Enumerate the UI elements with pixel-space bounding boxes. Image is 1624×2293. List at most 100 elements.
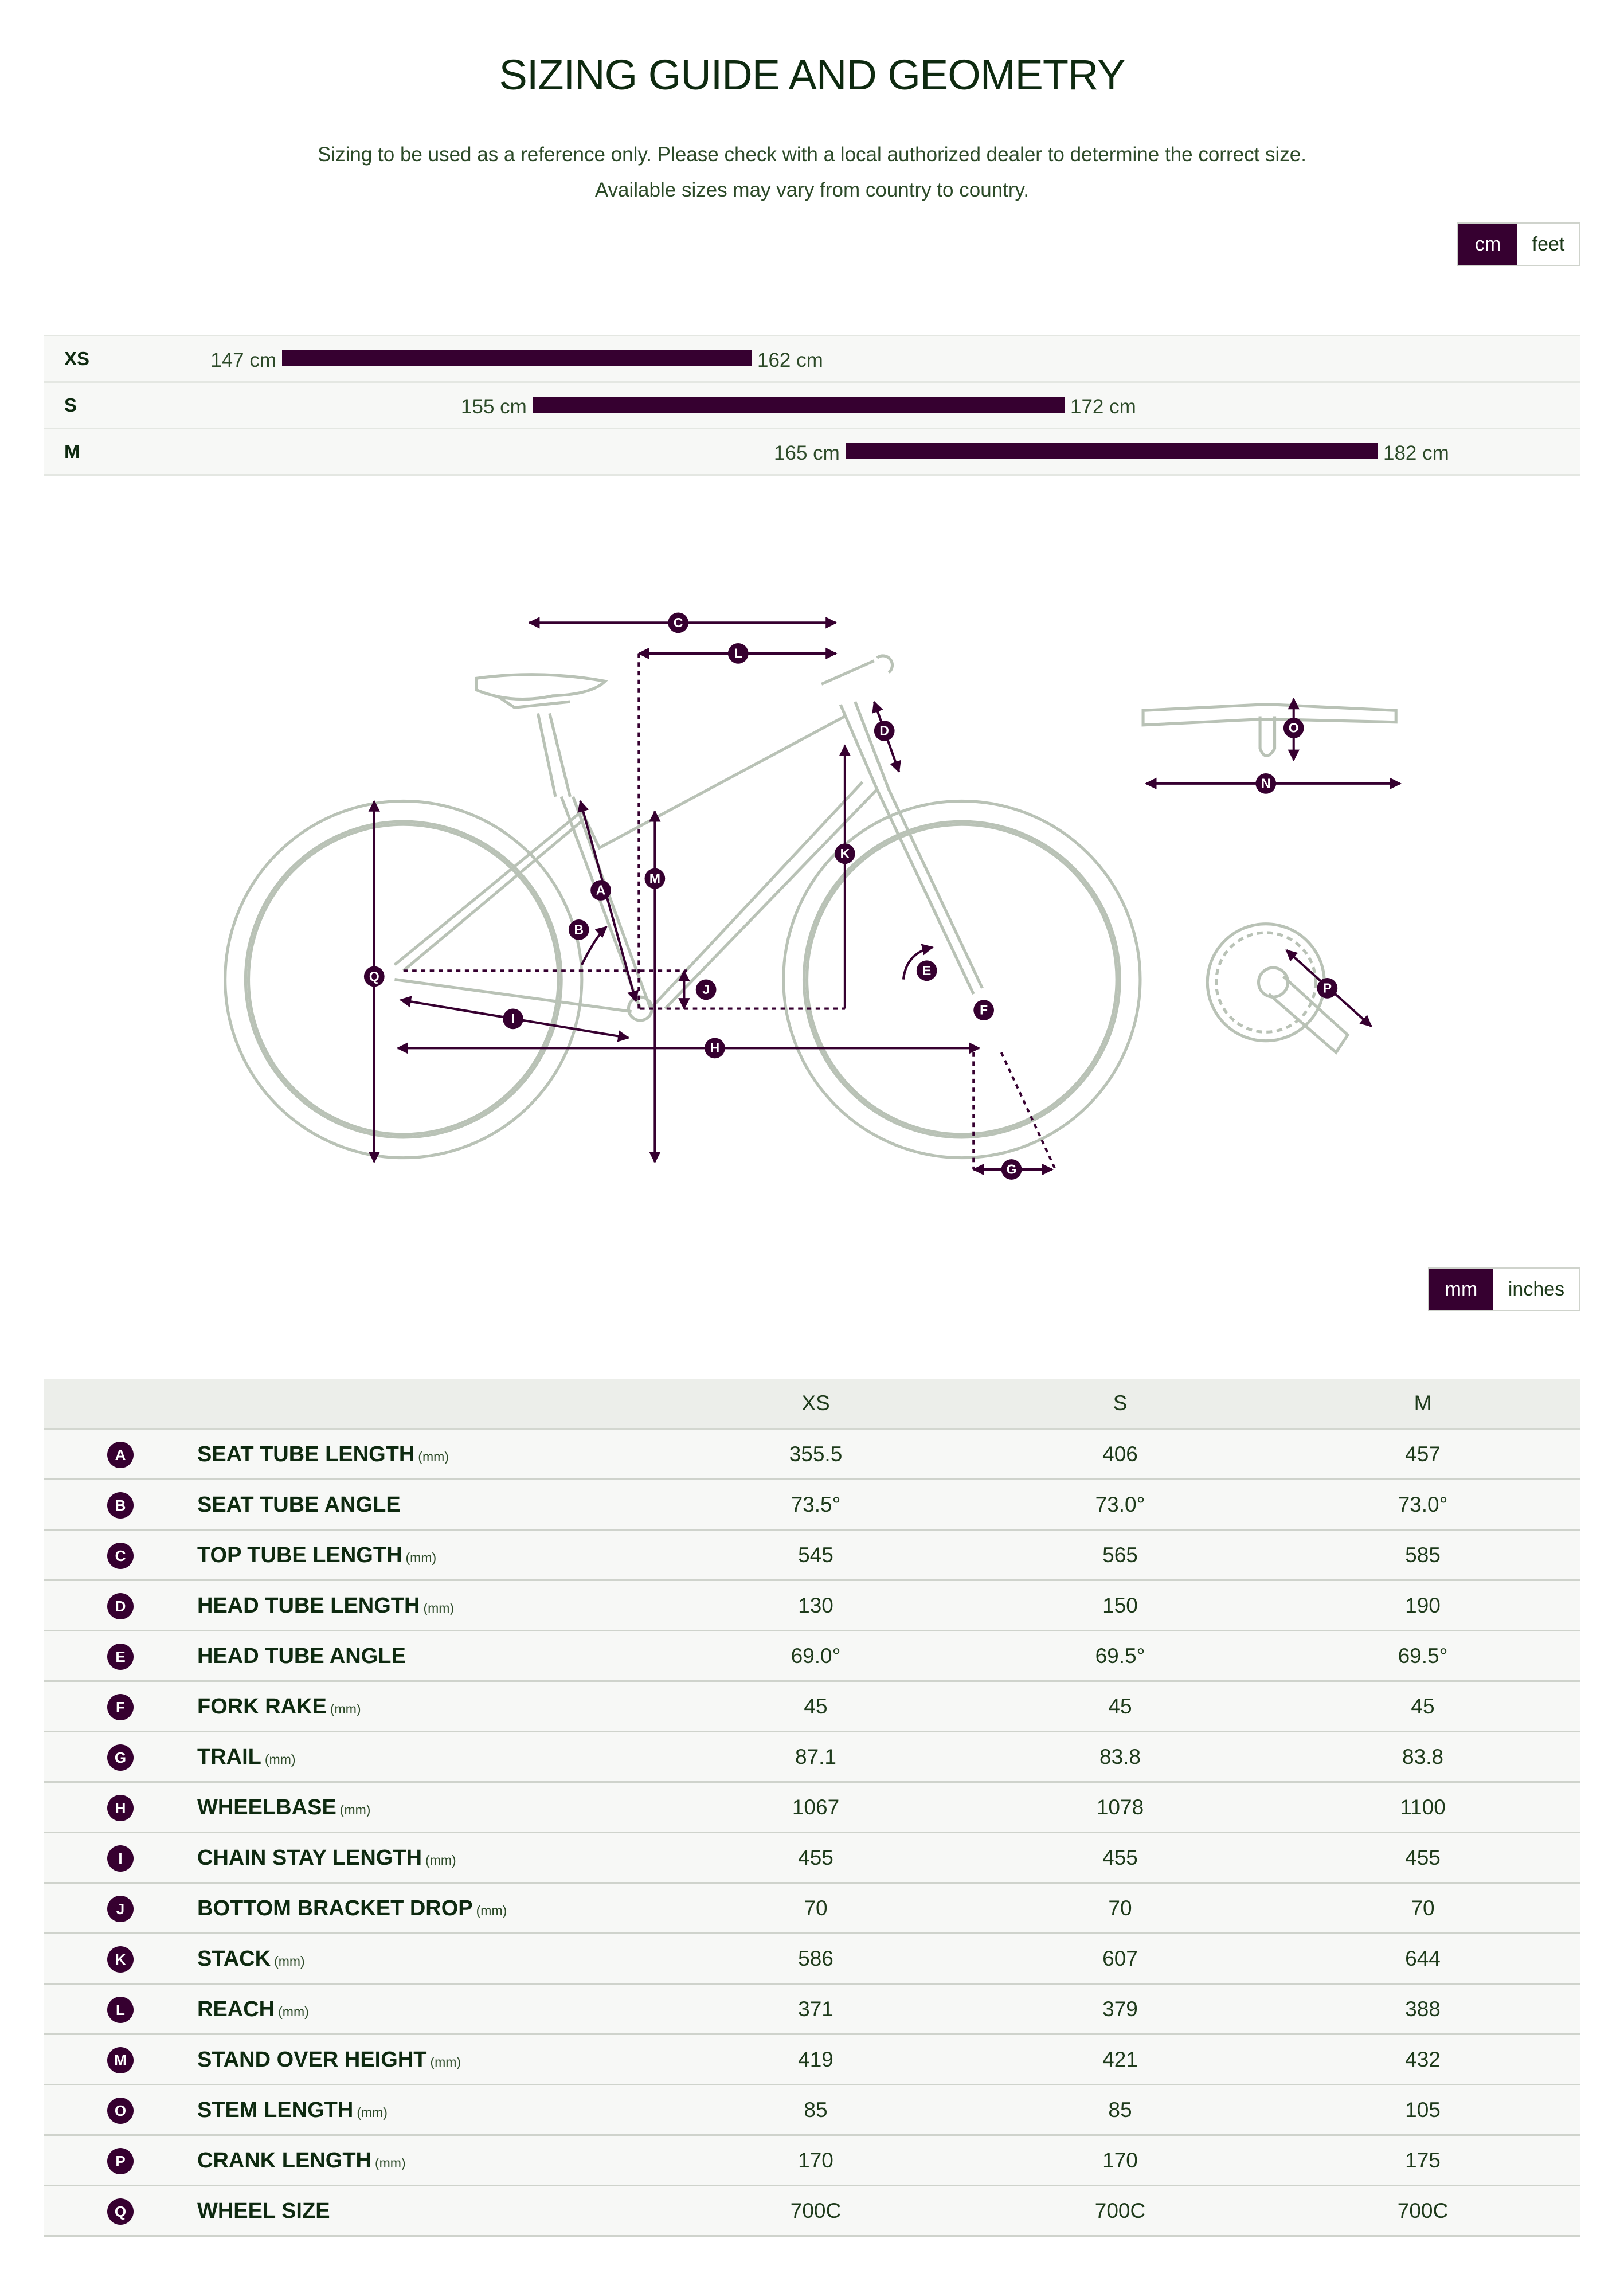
geometry-table: XS S M A SEAT TUBE LENGTH (mm) 355.5 406 457… bbox=[44, 1379, 1580, 2237]
table-row: M STAND OVER HEIGHT (mm) 419 421 432 bbox=[44, 2035, 1580, 2085]
svg-text:K: K bbox=[840, 846, 850, 861]
letter-badge: D bbox=[107, 1593, 134, 1619]
cell-value: 406 bbox=[1102, 1442, 1138, 1466]
cell-value: 379 bbox=[1102, 1997, 1138, 2021]
letter-badge: F bbox=[107, 1694, 134, 1720]
badge-h: H bbox=[705, 1038, 725, 1059]
unit-mm-button[interactable]: mm bbox=[1429, 1269, 1493, 1310]
measurement-label: WHEELBASE bbox=[197, 1795, 336, 1819]
measurement-name: STEM LENGTH (mm) bbox=[197, 2098, 388, 2123]
measurement-label: FORK RAKE bbox=[197, 1695, 327, 1719]
size-label: XS bbox=[64, 348, 90, 369]
letter-badge: I bbox=[107, 1845, 134, 1872]
measurement-name: HEAD TUBE LENGTH (mm) bbox=[197, 1594, 454, 1618]
badge-o: O bbox=[1283, 718, 1304, 738]
unit-inches-button[interactable]: inches bbox=[1493, 1269, 1579, 1310]
badge-a: A bbox=[590, 880, 611, 901]
cell-value: 421 bbox=[1102, 2048, 1138, 2071]
svg-text:C: C bbox=[674, 615, 683, 630]
badge-d: D bbox=[874, 721, 895, 741]
cell-value: 170 bbox=[1102, 2149, 1138, 2172]
measurement-label: CHAIN STAY LENGTH bbox=[197, 1846, 422, 1870]
letter-badge: J bbox=[107, 1896, 134, 1922]
badge-n: N bbox=[1255, 773, 1277, 794]
cell-value: 355.5 bbox=[789, 1442, 843, 1466]
size-row-xs: XS 147 cm 162 cm bbox=[44, 336, 1580, 383]
cell-value: 73.5° bbox=[791, 1493, 841, 1516]
table-row: A SEAT TUBE LENGTH (mm) 355.5 406 457 bbox=[44, 1430, 1580, 1480]
svg-text:E: E bbox=[922, 963, 931, 978]
availability-text: Available sizes may vary from country to… bbox=[594, 179, 1030, 201]
badge-b: B bbox=[568, 919, 589, 940]
measurement-name: WHEELBASE (mm) bbox=[197, 1795, 370, 1820]
unit-feet-button[interactable]: feet bbox=[1517, 224, 1579, 265]
svg-text:M: M bbox=[649, 871, 660, 886]
svg-text:P: P bbox=[1323, 980, 1332, 995]
svg-text:Q: Q bbox=[369, 969, 379, 984]
measurement-name: FORK RAKE (mm) bbox=[197, 1695, 361, 1719]
measurement-name: CHAIN STAY LENGTH (mm) bbox=[197, 1846, 456, 1871]
cell-value: 586 bbox=[798, 1947, 833, 1970]
min-height: 147 cm bbox=[210, 349, 276, 371]
letter-badge: P bbox=[107, 2148, 134, 2174]
letter-badge: O bbox=[107, 2098, 134, 2124]
table-row: L REACH (mm) 371 379 388 bbox=[44, 1985, 1580, 2035]
cell-value: 69.0° bbox=[791, 1644, 841, 1668]
cell-value: 700C bbox=[1094, 2199, 1146, 2222]
badge-i: I bbox=[503, 1008, 523, 1030]
measurement-label: SEAT TUBE ANGLE bbox=[197, 1493, 401, 1517]
letter-badge: K bbox=[107, 1946, 134, 1973]
svg-text:G: G bbox=[1007, 1162, 1017, 1177]
size-chart: XS 147 cm 162 cm S 155 cm 172 cm M 165 c… bbox=[44, 335, 1580, 476]
cell-value: 700C bbox=[1397, 2199, 1449, 2222]
table-row: Q WHEEL SIZE 700C 700C 700C bbox=[44, 2186, 1580, 2237]
max-height: 162 cm bbox=[757, 349, 823, 371]
badge-q: Q bbox=[363, 966, 385, 987]
cell-value: 190 bbox=[1405, 1594, 1441, 1617]
measurement-unit: (mm) bbox=[405, 1550, 437, 1565]
letter-badge: M bbox=[107, 2047, 134, 2073]
badge-l: L bbox=[727, 643, 749, 664]
measurement-name: SEAT TUBE ANGLE bbox=[197, 1493, 404, 1517]
table-row: D HEAD TUBE LENGTH (mm) 130 150 190 bbox=[44, 1581, 1580, 1631]
table-row: H WHEELBASE (mm) 1067 1078 1100 bbox=[44, 1783, 1580, 1833]
cell-value: 1100 bbox=[1400, 1795, 1446, 1819]
letter-badge: E bbox=[107, 1644, 134, 1670]
table-row: K STACK (mm) 586 607 644 bbox=[44, 1934, 1580, 1985]
svg-text:O: O bbox=[1289, 721, 1299, 735]
cell-value: 73.0° bbox=[1398, 1493, 1448, 1516]
measurement-label: WHEEL SIZE bbox=[197, 2199, 330, 2223]
size-row-s: S 155 cm 172 cm bbox=[44, 383, 1580, 429]
size-label: M bbox=[64, 441, 80, 462]
cell-value: 170 bbox=[798, 2149, 833, 2172]
badge-k: K bbox=[835, 843, 855, 864]
letter-badge: G bbox=[107, 1744, 134, 1771]
svg-text:F: F bbox=[980, 1003, 988, 1018]
measurement-label: STACK bbox=[197, 1947, 271, 1971]
cell-value: 87.1 bbox=[795, 1745, 837, 1768]
measurement-name: CRANK LENGTH (mm) bbox=[197, 2149, 406, 2173]
badge-g: G bbox=[1001, 1159, 1022, 1180]
cell-value: 371 bbox=[798, 1997, 833, 2021]
unit-cm-button[interactable]: cm bbox=[1458, 224, 1517, 265]
min-height: 155 cm bbox=[461, 396, 527, 418]
cell-value: 73.0° bbox=[1095, 1493, 1145, 1516]
letter-badge: Q bbox=[107, 2198, 134, 2225]
table-row: O STEM LENGTH (mm) 85 85 105 bbox=[44, 2085, 1580, 2136]
max-height: 172 cm bbox=[1070, 396, 1136, 418]
cell-value: 85 bbox=[804, 2098, 828, 2122]
measurement-name: BOTTOM BRACKET DROP (mm) bbox=[197, 1896, 507, 1921]
page-title: SIZING GUIDE AND GEOMETRY bbox=[499, 51, 1125, 99]
table-header: XS S M bbox=[44, 1379, 1580, 1430]
height-unit-toggle: cm feet bbox=[1457, 222, 1580, 266]
cell-value: 388 bbox=[1405, 1997, 1441, 2021]
height-range-bar bbox=[845, 443, 1378, 459]
size-label: S bbox=[64, 394, 77, 416]
badge-p: P bbox=[1317, 977, 1338, 999]
measurement-name: STACK (mm) bbox=[197, 1947, 305, 1971]
min-height: 165 cm bbox=[774, 442, 840, 464]
measurement-label: SEAT TUBE LENGTH bbox=[197, 1442, 415, 1466]
svg-text:H: H bbox=[710, 1040, 720, 1055]
measurement-name: WHEEL SIZE bbox=[197, 2199, 334, 2224]
cell-value: 455 bbox=[1405, 1846, 1441, 1869]
